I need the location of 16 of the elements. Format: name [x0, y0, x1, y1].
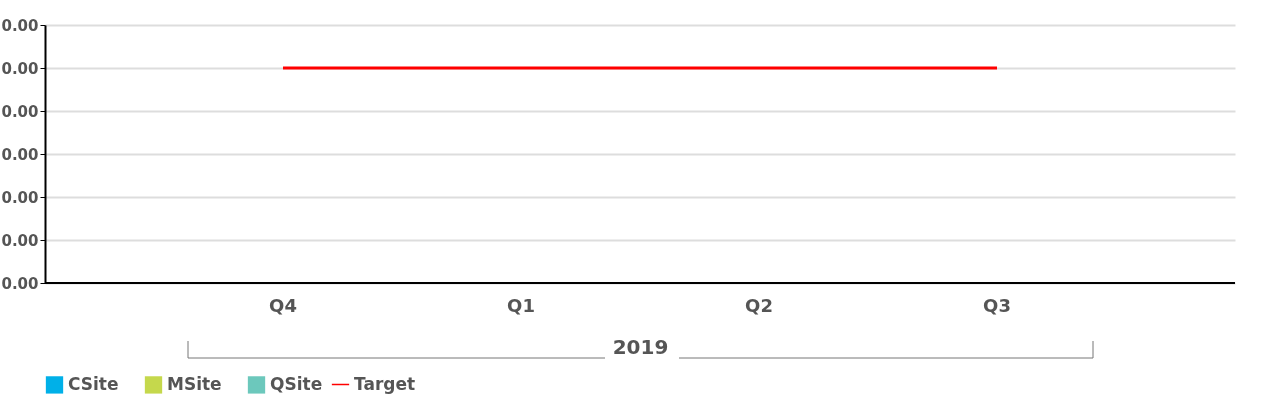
- legend-label: CSite: [68, 373, 119, 394]
- y-tick-label: 0.00: [1, 102, 39, 121]
- legend-label: MSite: [167, 373, 222, 394]
- y-tick-label: 0.00: [1, 59, 39, 78]
- legend-label: Target: [354, 373, 416, 394]
- x-axis-title: 2019: [612, 334, 669, 359]
- x-tick-label: Q4: [269, 294, 297, 316]
- x-tick-label: Q3: [983, 294, 1011, 316]
- y-tick-label: 0.00: [1, 274, 39, 293]
- x-tick-label: Q2: [745, 294, 773, 316]
- x-tick-label: Q1: [507, 294, 535, 316]
- y-tick-label: 0.00: [1, 231, 39, 250]
- legend-label: QSite: [270, 373, 323, 394]
- y-tick-label: 0.00: [1, 16, 39, 35]
- y-tick-label: 0.00: [1, 188, 39, 207]
- y-tick-label: 0.00: [1, 145, 39, 164]
